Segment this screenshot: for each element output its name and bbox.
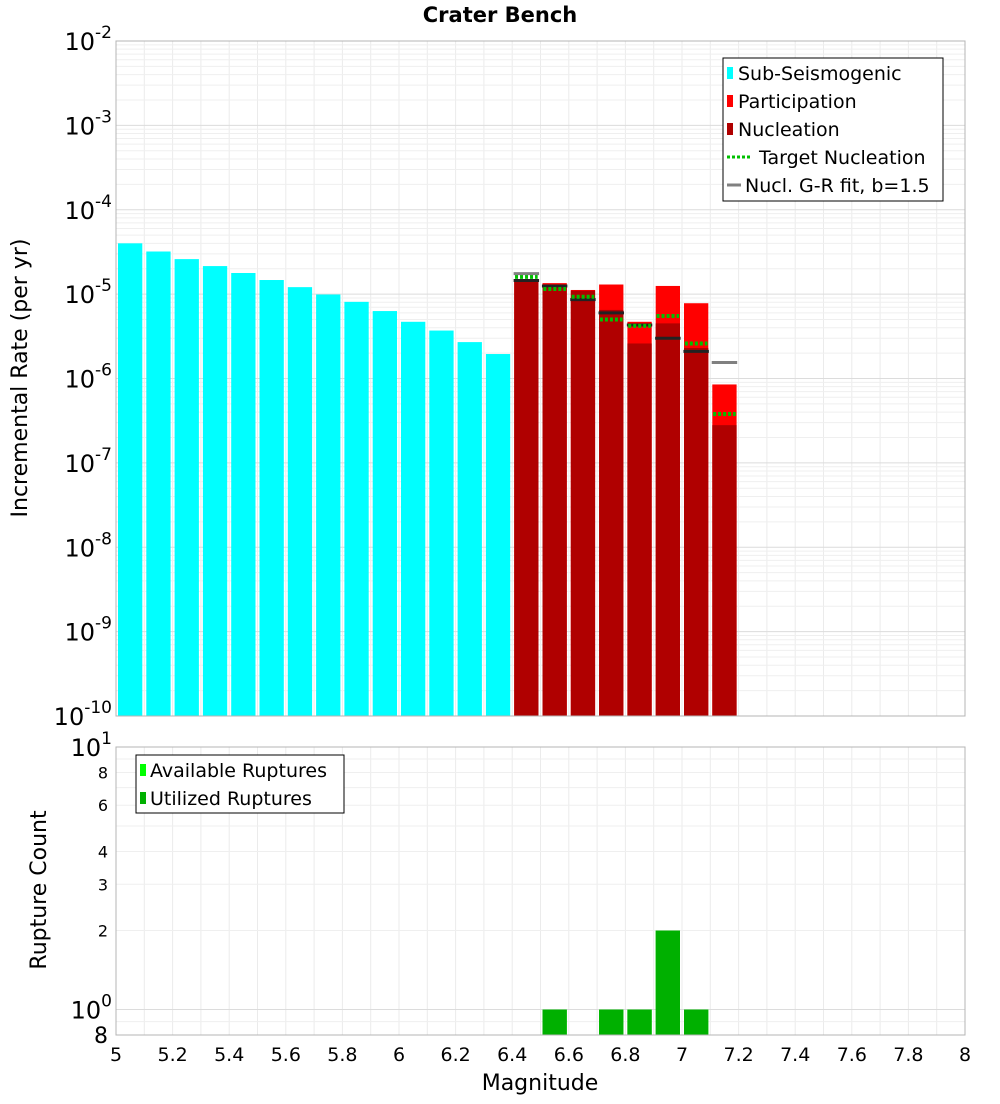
x-tick-label: 5.6 [271, 1044, 301, 1066]
bottom-y-axis-label: Rupture Count [27, 810, 52, 970]
top-y-tick-label: 10-4 [65, 192, 113, 225]
top-plot-border [115, 40, 966, 717]
sub-seismogenic-bar [231, 272, 256, 716]
chart-title: Crater Bench [423, 3, 578, 27]
legend-label: Nucleation [738, 119, 840, 141]
nucleation-bar [570, 290, 596, 716]
bottom-y-tick-label: 3 [98, 875, 108, 894]
sub-seismogenic-bar [287, 287, 313, 716]
top-y-tick-label: 10-5 [65, 276, 113, 309]
sub-seismogenic-bar [344, 301, 369, 716]
top-y-tick-label: 10-2 [65, 23, 113, 56]
bottom-plot-border [115, 746, 966, 1036]
bottom-y-tick-label: 100 [71, 992, 112, 1025]
bottom-y-tick-label: 2 [98, 922, 108, 941]
legend-label: Available Ruptures [150, 760, 327, 782]
sub-seismogenic-bar [174, 259, 199, 716]
x-tick-label: 6 [393, 1044, 405, 1066]
nucleation-bar [655, 323, 680, 716]
x-tick-label: 7 [676, 1044, 688, 1066]
legend-swatch [140, 792, 146, 804]
top-y-tick-label: 10-6 [65, 361, 113, 394]
x-tick-label: 5 [110, 1044, 122, 1066]
legend-label: Participation [738, 91, 857, 113]
legend-swatch [727, 123, 733, 135]
x-tick-label: 7.8 [893, 1044, 923, 1066]
legend-swatch [727, 95, 733, 107]
sub-seismogenic-bar [202, 266, 228, 716]
legend-label: Utilized Ruptures [150, 788, 312, 810]
utilized-ruptures-bar [542, 1009, 567, 1035]
bottom-y-tick-label: 8 [94, 1024, 108, 1049]
sub-seismogenic-bar [485, 354, 511, 716]
top-y-tick-label: 10-8 [65, 529, 113, 562]
utilized-ruptures-bar [599, 1009, 624, 1035]
x-tick-label: 5.2 [157, 1044, 187, 1066]
legend-swatch [727, 67, 733, 79]
nucleation-bar [684, 347, 709, 716]
legend-swatch [140, 764, 146, 776]
x-tick-label: 6.6 [554, 1044, 584, 1066]
bottom-y-tick-label: 6 [98, 796, 108, 815]
bottom-legend-box [135, 754, 345, 814]
sub-seismogenic-bar [429, 330, 454, 716]
x-tick-label: 5.8 [327, 1044, 357, 1066]
x-axis-label: Magnitude [482, 1071, 599, 1096]
top-y-tick-label: 10-7 [65, 445, 113, 478]
bottom-y-tick-label: 8 [98, 763, 108, 782]
utilized-ruptures-bar [684, 1009, 709, 1035]
utilized-ruptures-bar [627, 1009, 652, 1035]
x-tick-label: 7.6 [837, 1044, 867, 1066]
x-tick-label: 7.4 [780, 1044, 810, 1066]
sub-seismogenic-bar [316, 294, 341, 716]
nucleation-bar [712, 425, 737, 716]
utilized-ruptures-bar [655, 930, 680, 1035]
top-y-tick-label: 10-9 [65, 614, 113, 647]
top-y-tick-label: 10-10 [54, 698, 112, 731]
x-tick-label: 5.4 [214, 1044, 244, 1066]
sub-seismogenic-bar [118, 243, 143, 717]
sub-seismogenic-bar [372, 311, 397, 716]
sub-seismogenic-bar [457, 342, 482, 716]
top-y-tick-label: 10-3 [65, 107, 113, 140]
x-tick-label: 6.4 [497, 1044, 527, 1066]
nucleation-bar [627, 343, 652, 716]
x-tick-label: 8 [959, 1044, 971, 1066]
x-tick-label: 7.2 [723, 1044, 753, 1066]
legend-label: Nucl. G-R fit, b=1.5 [745, 175, 930, 197]
bottom-y-tick-label: 101 [71, 729, 112, 762]
sub-seismogenic-bar [259, 280, 284, 716]
top-legend-box [722, 57, 944, 202]
sub-seismogenic-bar [401, 321, 426, 716]
top-y-axis-label: Incremental Rate (per yr) [8, 239, 33, 518]
x-tick-label: 6.8 [610, 1044, 640, 1066]
nucleation-bar [599, 309, 624, 716]
x-tick-label: 6.2 [440, 1044, 470, 1066]
sub-seismogenic-bar [146, 251, 171, 716]
legend-label: Sub-Seismogenic [738, 63, 902, 85]
nucleation-bar [514, 281, 539, 716]
legend-label: Target Nucleation [758, 147, 926, 169]
nucleation-bar [542, 284, 567, 716]
bottom-y-tick-label: 4 [98, 842, 108, 861]
